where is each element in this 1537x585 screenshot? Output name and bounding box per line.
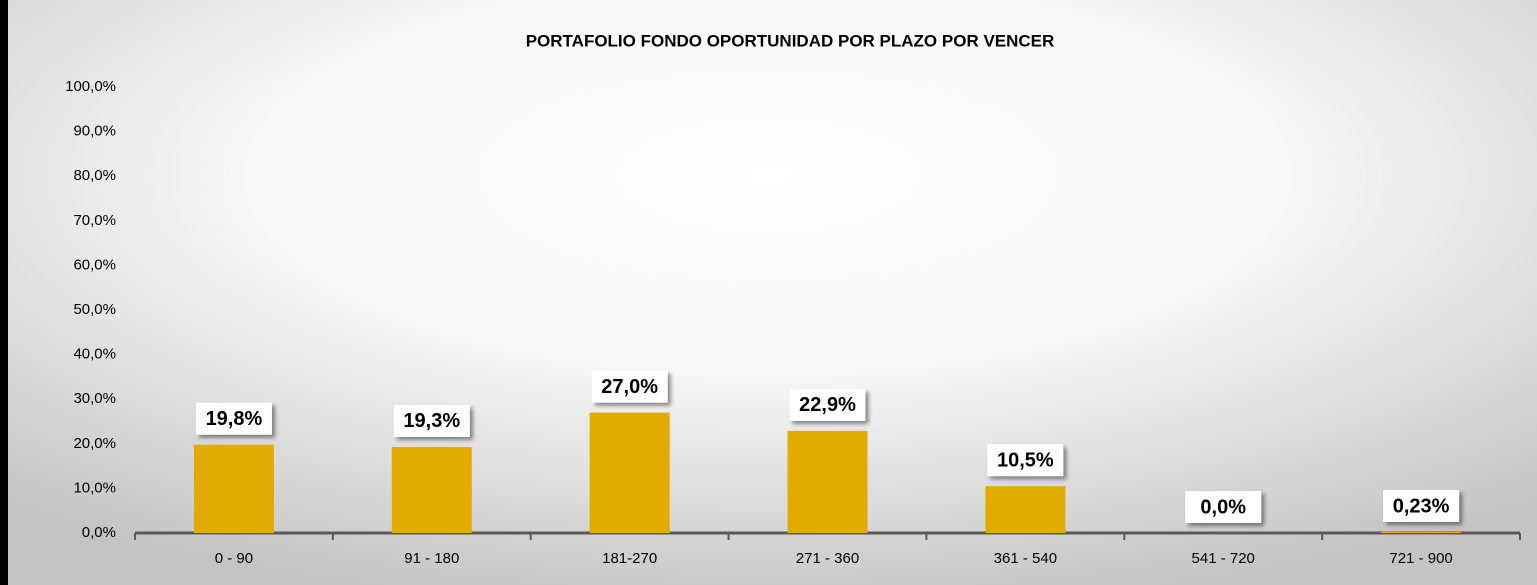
bar (1381, 531, 1462, 533)
y-tick-label: 30,0% (73, 390, 116, 407)
y-tick-label: 0,0% (82, 524, 116, 541)
data-label: 10,5% (997, 449, 1054, 471)
x-tick-label: 721 - 900 (1389, 550, 1452, 567)
data-label: 19,3% (403, 410, 460, 432)
y-tick-label: 40,0% (73, 346, 116, 363)
data-label-box (987, 444, 1064, 477)
data-label-box (393, 404, 470, 437)
bar (787, 430, 868, 533)
data-label-box (1383, 489, 1460, 522)
y-tick-label: 50,0% (73, 301, 116, 318)
y-tick-label: 90,0% (73, 123, 116, 140)
data-label: 22,9% (799, 394, 856, 416)
bar (985, 486, 1066, 533)
data-label: 0,23% (1393, 495, 1450, 517)
y-tick-label: 20,0% (73, 435, 116, 452)
bar (391, 446, 472, 533)
data-label: 19,8% (206, 408, 263, 430)
data-label: 0,0% (1200, 496, 1246, 518)
chart-title: PORTAFOLIO FONDO OPORTUNIDAD POR PLAZO P… (526, 31, 1055, 50)
y-tick-label: 70,0% (73, 212, 116, 229)
x-tick-label: 271 - 360 (796, 550, 859, 567)
data-label-box (1185, 491, 1262, 523)
bar (193, 444, 274, 533)
data-label-box (789, 388, 866, 421)
left-border (0, 0, 8, 585)
data-label-box (195, 402, 272, 435)
data-label: 27,0% (601, 376, 658, 398)
y-tick-label: 60,0% (73, 256, 116, 273)
x-tick-label: 181-270 (602, 550, 657, 567)
y-tick-label: 100,0% (65, 78, 116, 95)
y-tick-label: 80,0% (73, 167, 116, 184)
x-tick-label: 0 - 90 (215, 550, 253, 567)
x-tick-label: 91 - 180 (404, 550, 459, 567)
bar (589, 412, 670, 533)
x-tick-label: 361 - 540 (994, 550, 1057, 567)
y-tick-label: 10,0% (73, 479, 116, 496)
data-label-box (591, 370, 668, 403)
x-tick-label: 541 - 720 (1192, 550, 1255, 567)
